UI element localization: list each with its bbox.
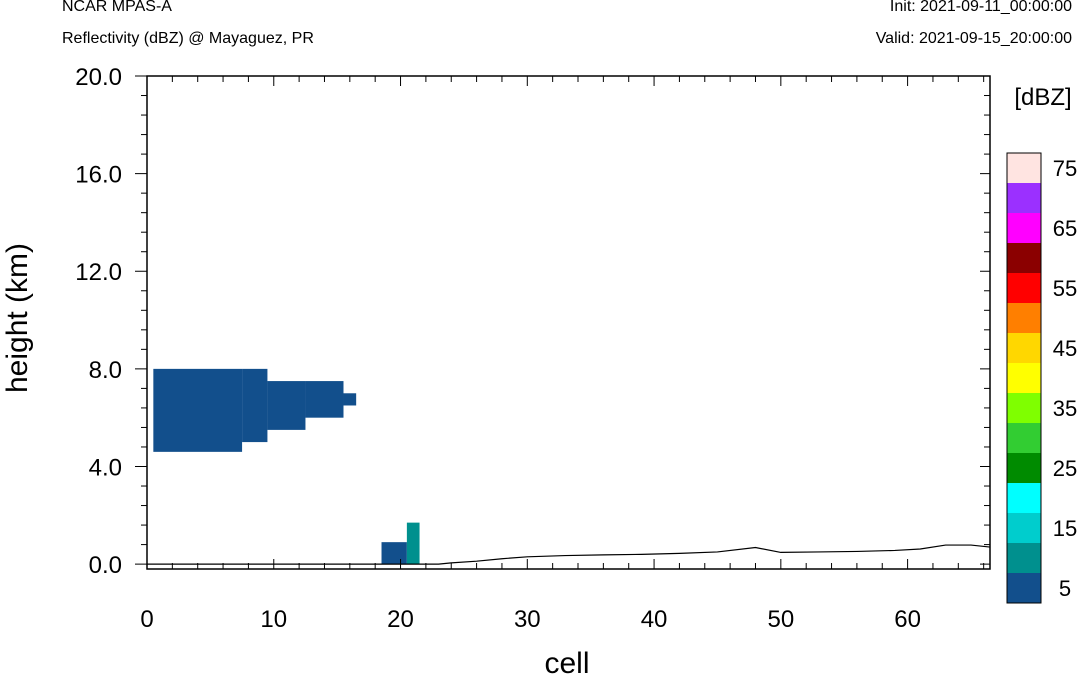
plot-frame — [146, 75, 991, 570]
header-valid-time: Valid: 2021-09-15_20:00:00 — [875, 30, 1072, 47]
colorbar-swatch — [1007, 213, 1041, 243]
colorbar-units-label: [dBZ] — [1014, 84, 1071, 111]
colorbar-swatch — [1007, 513, 1041, 543]
x-tick-label: 20 — [387, 606, 414, 633]
x-tick-label: 0 — [140, 606, 153, 633]
reflectivity-cell — [381, 542, 407, 565]
x-tick-label: 60 — [894, 606, 921, 633]
x-tick-label: 50 — [767, 606, 794, 633]
colorbar-swatch — [1007, 483, 1041, 513]
y-tick-label: 12.0 — [75, 259, 122, 286]
header-init-time: Init: 2021-09-11_00:00:00 — [889, 0, 1072, 15]
colorbar-swatch — [1007, 393, 1041, 423]
colorbar-swatch — [1007, 573, 1041, 603]
colorbar-swatch — [1007, 423, 1041, 453]
x-tick-label: 40 — [641, 606, 668, 633]
colorbar-swatch — [1007, 363, 1041, 393]
colorbar-swatch — [1007, 453, 1041, 483]
colorbar-tick-label: 5 — [1059, 576, 1071, 601]
x-tick-label: 30 — [514, 606, 541, 633]
colorbar-tick-label: 65 — [1053, 216, 1077, 241]
terrain-line — [147, 544, 991, 565]
reflectivity-cell — [242, 368, 268, 443]
colorbar-swatch — [1007, 243, 1041, 273]
reflectivity-cell — [406, 522, 420, 565]
y-tick-label: 20.0 — [75, 64, 122, 91]
colorbar-tick-label: 45 — [1053, 336, 1077, 361]
y-tick-label: 4.0 — [89, 454, 122, 481]
colorbar-swatch — [1007, 273, 1041, 303]
colorbar-swatch — [1007, 183, 1041, 213]
colorbar-swatch — [1007, 303, 1041, 333]
plot-area: 0 10 20 30 40 50 60 0.0 4.0 8.0 12.0 16.0 20.0 — [75, 64, 991, 633]
colorbar-swatch — [1007, 543, 1041, 573]
header-plot-title: Reflectivity (dBZ) @ Mayaguez, PR — [62, 30, 314, 47]
colorbar-frame — [1006, 152, 1042, 604]
reflectivity-cell — [305, 381, 344, 418]
y-tick-label: 0.0 — [89, 552, 122, 579]
header-model-name: NCAR MPAS-A — [62, 0, 172, 15]
x-tick-label: 10 — [260, 606, 287, 633]
y-tick-label: 8.0 — [89, 357, 122, 384]
reflectivity-cell — [343, 393, 357, 406]
y-axis-label: height (km) — [1, 243, 34, 393]
colorbar: 5 15 25 35 45 55 65 75 — [1006, 152, 1077, 604]
colorbar-swatch — [1007, 153, 1041, 183]
colorbar-tick-label: 75 — [1053, 156, 1077, 181]
x-axis-label: cell — [544, 647, 589, 677]
colorbar-swatch — [1007, 333, 1041, 363]
colorbar-tick-label: 35 — [1053, 396, 1077, 421]
reflectivity-cell — [153, 368, 243, 452]
colorbar-tick-label: 15 — [1053, 516, 1077, 541]
y-tick-label: 16.0 — [75, 162, 122, 189]
colorbar-tick-label: 55 — [1053, 276, 1077, 301]
reflectivity-cell — [267, 381, 306, 430]
colorbar-tick-label: 25 — [1053, 456, 1077, 481]
